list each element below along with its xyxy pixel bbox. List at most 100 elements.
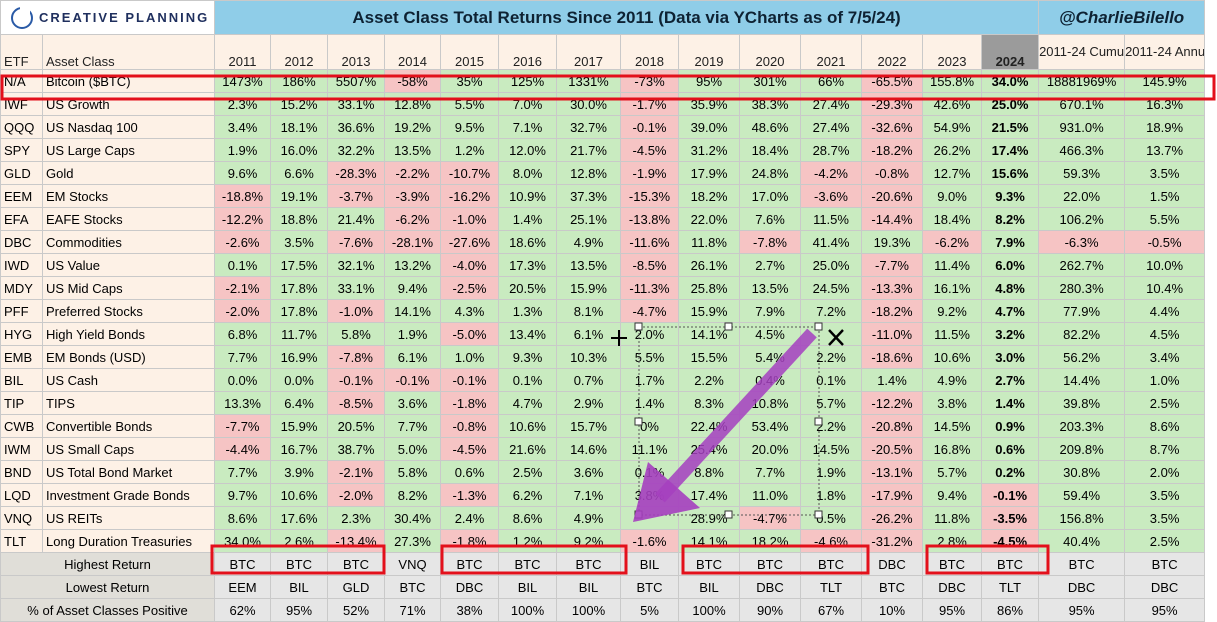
return-cell: -13.3% [861, 276, 924, 300]
highest-return-cell: BTC [739, 552, 802, 576]
return-cell: 10.9% [498, 184, 558, 208]
table-row: IWD US Value 0.1% 17.5% 32.1% 13.2% -4.0% 17.3%… [0, 253, 1206, 277]
return-cell: 41.4% [800, 230, 863, 254]
cumulative-cell: 14.4% [1038, 368, 1126, 392]
return-cell: -3.6% [800, 184, 863, 208]
highest-return-row: Highest Return BTC BTC BTC VNQ BTC BTC BTC BIL BT… [0, 552, 1206, 576]
return-cell: 2.2% [800, 345, 863, 369]
table-row: HYG High Yield Bonds 6.8% 11.7% 5.8% 1.9% -5.0… [0, 322, 1206, 346]
percent-positive-cell: 5% [620, 598, 680, 622]
return-cell: 5.0% [384, 437, 442, 461]
header-year: 2017 [556, 34, 622, 70]
etf-ticker: QQQ [0, 115, 43, 139]
return-cell: 0.9% [981, 414, 1040, 438]
cumulative-cell: 670.1% [1038, 92, 1126, 116]
return-cell: 32.2% [327, 138, 386, 162]
asset-class-name: Convertible Bonds [41, 414, 216, 438]
return-cell: -31.2% [861, 529, 924, 553]
return-cell: 0.0% [214, 368, 272, 392]
return-cell: 17.4% [678, 483, 741, 507]
return-cell: 3.8% [620, 483, 680, 507]
return-cell: -1.6% [620, 529, 680, 553]
return-cell: -7.7% [214, 414, 272, 438]
return-cell: 20.5% [327, 414, 386, 438]
annualized-cell: 1.5% [1124, 184, 1206, 208]
return-cell: -8.5% [620, 253, 680, 277]
return-cell: 0.1% [620, 460, 680, 484]
return-cell: 0.6% [440, 460, 500, 484]
return-cell: -73% [620, 69, 680, 93]
return-cell: 15.2% [270, 92, 329, 116]
highest-return-cell: BTC [214, 552, 272, 576]
return-cell: 9.3% [498, 345, 558, 369]
return-cell: 3.5% [270, 230, 329, 254]
return-cell: 5.4% [739, 345, 802, 369]
return-cell: 25.0% [800, 253, 863, 277]
return-cell: -11.6% [620, 230, 680, 254]
return-cell: 11.5% [800, 207, 863, 231]
return-cell: 11.8% [922, 506, 983, 530]
return-cell: 14.6% [556, 437, 622, 461]
etf-ticker: TLT [0, 529, 43, 553]
return-cell: -4.5% [981, 529, 1040, 553]
return-cell: 35% [440, 69, 500, 93]
return-cell: 2.7% [981, 368, 1040, 392]
return-cell: 17.5% [270, 253, 329, 277]
return-cell: 3.2% [981, 322, 1040, 346]
return-cell: 9.6% [214, 161, 272, 185]
table-row: SPY US Large Caps 1.9% 16.0% 32.2% 13.5% 1.2% 1… [0, 138, 1206, 162]
return-cell: 1.4% [981, 391, 1040, 415]
return-cell: -3.7% [327, 184, 386, 208]
return-cell: 35.9% [678, 92, 741, 116]
return-cell: -1.3% [440, 483, 500, 507]
return-cell: 4.9% [922, 368, 983, 392]
return-cell: -18.8% [214, 184, 272, 208]
highest-return-cell: BTC [440, 552, 500, 576]
table-row: DBC Commodities -2.6% 3.5% -7.6% -28.1% -27.6%… [0, 230, 1206, 254]
return-cell: 25.1% [556, 207, 622, 231]
return-cell: 25.8% [678, 276, 741, 300]
return-cell: 3.0% [981, 345, 1040, 369]
return-cell: 6.8% [214, 322, 272, 346]
return-cell: -14.4% [861, 207, 924, 231]
return-cell: -26.2% [861, 506, 924, 530]
return-cell: 9.2% [556, 529, 622, 553]
return-cell: 66% [800, 69, 863, 93]
return-cell: -20.6% [861, 184, 924, 208]
return-cell: -2.1% [214, 276, 272, 300]
etf-ticker: EMB [0, 345, 43, 369]
percent-positive-cell: 100% [556, 598, 622, 622]
header-cumulative: 2011-24 Cumulative [1038, 34, 1126, 70]
return-cell: 10.8% [739, 391, 802, 415]
return-cell: 0.7% [556, 368, 622, 392]
asset-class-name: EM Bonds (USD) [41, 345, 216, 369]
return-cell: 13.4% [498, 322, 558, 346]
return-cell: 7.1% [556, 483, 622, 507]
return-cell: 1.2% [498, 529, 558, 553]
return-cell: -2.1% [327, 460, 386, 484]
percent-positive-cell: 52% [327, 598, 386, 622]
return-cell: -0.1% [327, 368, 386, 392]
lowest-return-row: Lowest Return EEM BIL GLD BTC DBC BIL BIL BTC BIL… [0, 575, 1206, 599]
return-cell: -65.5% [861, 69, 924, 93]
etf-ticker: IWM [0, 437, 43, 461]
return-cell: 18.4% [739, 138, 802, 162]
return-cell: 18.2% [678, 184, 741, 208]
return-cell: -1.0% [440, 207, 500, 231]
highest-return-cell: BTC [1124, 552, 1206, 576]
lowest-return-cell: DBC [739, 575, 802, 599]
annualized-cell: 8.6% [1124, 414, 1206, 438]
annualized-cell: 1.0% [1124, 368, 1206, 392]
return-cell: 1.9% [214, 138, 272, 162]
return-cell: 26.1% [678, 253, 741, 277]
return-cell: -3.9% [384, 184, 442, 208]
return-cell: 7.2% [800, 299, 863, 323]
highest-return-cell: BTC [556, 552, 622, 576]
etf-ticker: EFA [0, 207, 43, 231]
return-cell: 8.2% [981, 207, 1040, 231]
return-cell: 4.5% [739, 322, 802, 346]
return-cell: 17.3% [498, 253, 558, 277]
annualized-cell: 13.7% [1124, 138, 1206, 162]
highest-return-cell: BTC [327, 552, 386, 576]
return-cell: 34.0% [214, 529, 272, 553]
